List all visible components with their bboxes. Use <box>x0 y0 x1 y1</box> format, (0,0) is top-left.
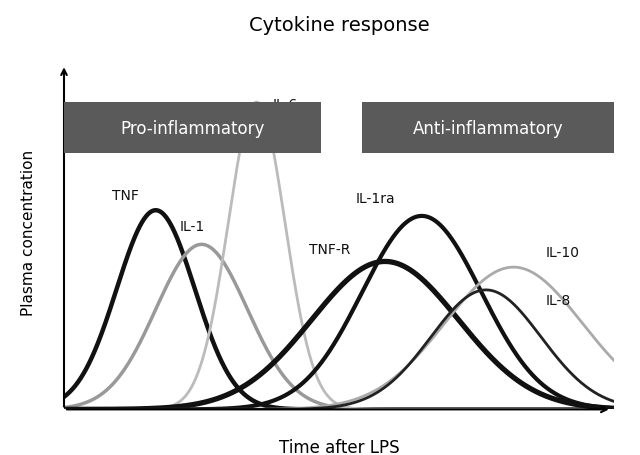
Text: IL-8: IL-8 <box>545 293 571 307</box>
Text: IL-1: IL-1 <box>180 219 205 233</box>
Text: Plasma concentration: Plasma concentration <box>20 149 36 315</box>
FancyBboxPatch shape <box>362 103 614 154</box>
Text: IL-6: IL-6 <box>273 97 298 111</box>
Text: Cytokine response: Cytokine response <box>249 16 429 35</box>
Text: IL-1ra: IL-1ra <box>356 191 396 205</box>
Text: TNF-R: TNF-R <box>309 242 351 256</box>
Text: Pro-inflammatory: Pro-inflammatory <box>120 120 264 137</box>
FancyBboxPatch shape <box>64 103 321 154</box>
Text: Time after LPS: Time after LPS <box>279 438 399 455</box>
Text: IL-10: IL-10 <box>545 245 580 259</box>
Text: Anti-inflammatory: Anti-inflammatory <box>413 120 564 137</box>
Text: TNF: TNF <box>113 188 140 202</box>
